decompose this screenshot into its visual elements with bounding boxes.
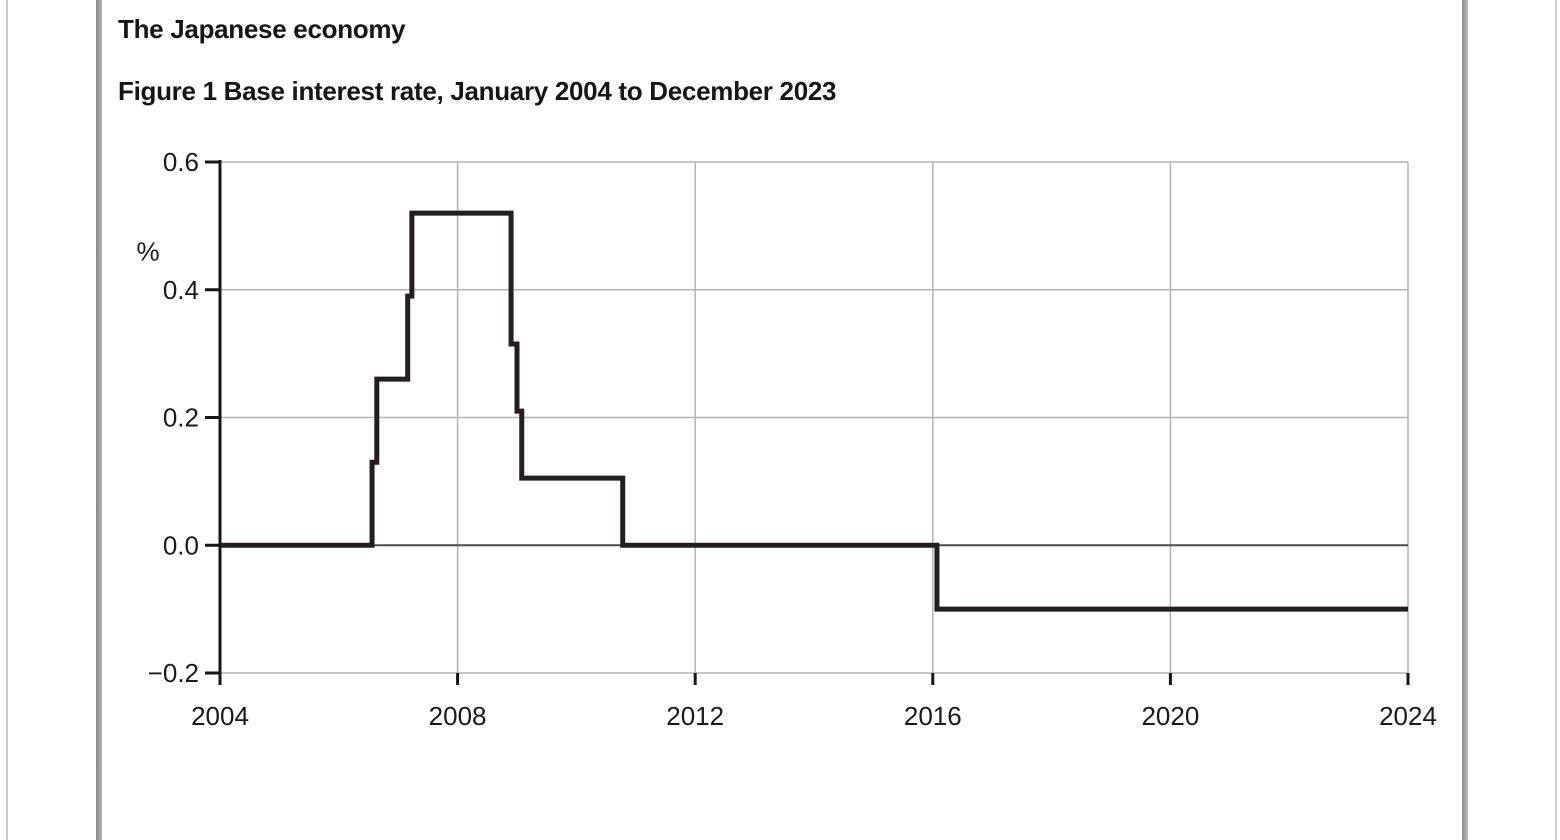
- x-tick-label-2004: 2004: [191, 701, 249, 731]
- page-edge-line-right: [1555, 0, 1557, 840]
- figure-1-chart: 0.6 0.4 0.2 0.0 −0.2 2004 2008 2012 2016 2020 2024…: [136, 147, 1437, 731]
- y-tick-label-0.6: 0.6: [163, 147, 199, 177]
- y-tick-label--0.2: −0.2: [148, 658, 199, 688]
- figure-caption: Figure 1 Base interest rate, January 200…: [118, 76, 837, 106]
- series-base-interest-rate: [220, 210, 1408, 612]
- x-tick-label-2016: 2016: [904, 701, 962, 731]
- y-tick-label-0.4: 0.4: [163, 275, 199, 305]
- y-tick-label-0.2: 0.2: [163, 403, 199, 433]
- page-edge-line-left: [6, 0, 8, 840]
- y-tick-label-0: 0.0: [163, 530, 199, 560]
- document-title: The Japanese economy: [118, 14, 406, 44]
- x-tick-label-2008: 2008: [429, 701, 487, 731]
- x-tick-label-2020: 2020: [1141, 701, 1199, 731]
- x-tick-label-2012: 2012: [666, 701, 724, 731]
- page-border-right: [1462, 0, 1468, 840]
- x-tick-label-2024: 2024: [1379, 701, 1437, 731]
- figure-1-chart-area: 0.6 0.4 0.2 0.0 −0.2 2004 2008 2012 2016 2020 2024…: [100, 140, 1460, 760]
- page-border-left: [96, 0, 102, 840]
- y-axis-unit-label: %: [136, 236, 159, 266]
